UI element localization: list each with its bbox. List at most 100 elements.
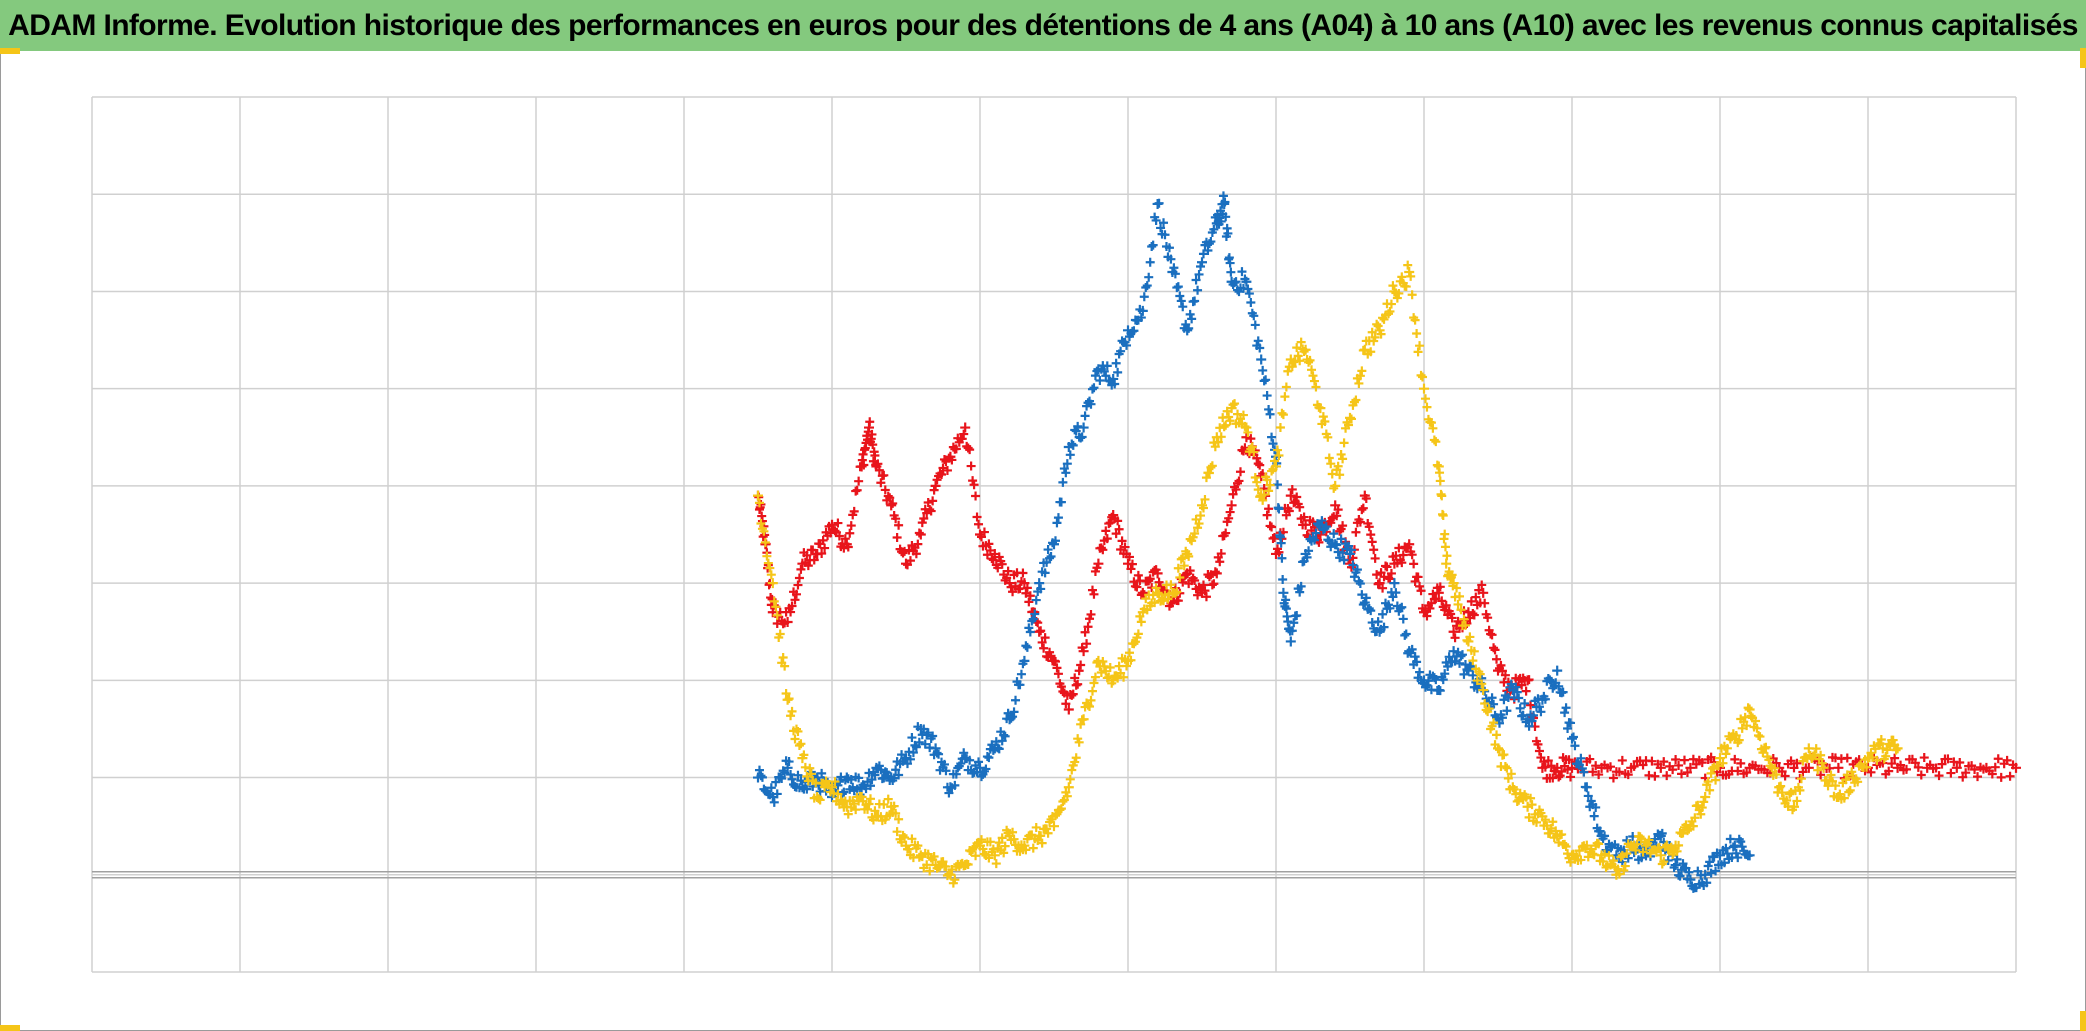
data-point-fill — [863, 804, 873, 814]
data-point-fill — [914, 528, 924, 538]
data-point-fill — [1438, 511, 1448, 521]
data-point-fill — [1373, 617, 1383, 627]
data-point-fill — [1589, 811, 1599, 821]
data-point-fill — [1397, 272, 1407, 282]
data-point-fill — [1278, 574, 1288, 584]
data-point-fill — [1009, 707, 1019, 717]
data-point-fill — [1366, 606, 1376, 616]
data-point-fill — [787, 774, 797, 784]
data-point-fill — [793, 770, 803, 780]
data-point-fill — [1526, 793, 1536, 803]
data-point-fill — [1543, 756, 1553, 766]
data-point-fill — [1663, 855, 1673, 865]
data-point-fill — [1490, 740, 1500, 750]
data-point-fill — [1678, 859, 1688, 869]
data-point-fill — [1571, 851, 1581, 861]
data-point-fill — [1786, 787, 1796, 797]
data-point — [915, 529, 926, 540]
data-point-fill — [1164, 243, 1174, 253]
data-point-fill — [907, 834, 917, 844]
data-point-fill — [1190, 575, 1200, 585]
data-point-fill — [1705, 785, 1715, 795]
data-point-fill — [1890, 753, 1900, 763]
data-point-fill — [1068, 689, 1078, 699]
data-point-fill — [1973, 772, 1983, 782]
data-point-fill — [1697, 758, 1707, 768]
data-point-fill — [1281, 604, 1291, 614]
data-point — [1063, 782, 1074, 793]
data-point-fill — [1308, 371, 1318, 381]
data-point-fill — [1422, 611, 1432, 621]
data-point-fill — [1305, 355, 1315, 365]
data-point-fill — [1281, 382, 1291, 392]
data-point-fill — [999, 730, 1009, 740]
data-point-fill — [1943, 754, 1953, 764]
data-point-fill — [1435, 582, 1445, 592]
data-point-fill — [1526, 700, 1536, 710]
data-point-fill — [762, 551, 772, 561]
data-point-fill — [984, 853, 994, 863]
data-point-fill — [979, 527, 989, 537]
data-point-fill — [1469, 646, 1479, 656]
data-point-fill — [1070, 757, 1080, 767]
data-point-fill — [976, 835, 986, 845]
data-point-fill — [1418, 372, 1428, 382]
data-point-fill — [908, 748, 918, 758]
data-point-fill — [1675, 871, 1685, 881]
data-point-fill — [1668, 765, 1678, 775]
data-point-fill — [1682, 826, 1692, 836]
data-point-fill — [1098, 657, 1108, 667]
data-point-fill — [1576, 855, 1586, 865]
data-point-fill — [840, 534, 850, 544]
data-point-fill — [1403, 260, 1413, 270]
data-point-fill — [1431, 437, 1441, 447]
data-point-fill — [1412, 328, 1422, 338]
data-point-fill — [1304, 546, 1314, 556]
data-point-fill — [1460, 660, 1470, 670]
data-point-fill — [1515, 788, 1525, 798]
data-point-fill — [1324, 453, 1334, 463]
data-point-fill — [889, 801, 899, 811]
data-point-fill — [1520, 698, 1530, 708]
data-point-fill — [1253, 459, 1263, 469]
data-point-fill — [1591, 802, 1601, 812]
data-point-fill — [876, 478, 886, 488]
data-point-fill — [1666, 842, 1676, 852]
data-point-fill — [1563, 723, 1573, 733]
data-point-fill — [1595, 826, 1605, 836]
data-point-fill — [929, 852, 939, 862]
data-point-fill — [854, 476, 864, 486]
data-point-fill — [1206, 462, 1216, 472]
data-point-fill — [780, 768, 790, 778]
data-point-fill — [1415, 667, 1425, 677]
data-point-fill — [969, 480, 979, 490]
data-point-fill — [1357, 366, 1367, 376]
data-point-fill — [991, 859, 1001, 869]
data-point-fill — [913, 722, 923, 732]
data-point-fill — [1207, 461, 1217, 471]
data-point-fill — [1040, 633, 1050, 643]
data-point-fill — [1705, 857, 1715, 867]
data-point-fill — [988, 555, 998, 565]
data-point-fill — [1358, 503, 1368, 513]
data-point-fill — [1614, 767, 1624, 777]
data-point-fill — [1487, 630, 1497, 640]
data-point-fill — [1089, 589, 1099, 599]
data-point-fill — [1268, 439, 1278, 449]
data-point-fill — [1594, 839, 1604, 849]
data-point-fill — [1415, 581, 1425, 591]
data-point-fill — [1545, 828, 1555, 838]
data-point-fill — [1332, 511, 1342, 521]
data-point-fill — [1585, 754, 1595, 764]
data-point — [1567, 733, 1577, 744]
data-point-fill — [1135, 304, 1145, 314]
data-point-fill — [766, 783, 776, 793]
data-point-fill — [1494, 745, 1504, 755]
data-point-fill — [1022, 642, 1032, 652]
data-point-fill — [1622, 848, 1632, 858]
data-point-fill — [1736, 837, 1746, 847]
data-point-fill — [1329, 529, 1339, 539]
data-point-fill — [1071, 753, 1081, 763]
data-point-fill — [1620, 861, 1630, 871]
data-point-fill — [1283, 366, 1293, 376]
